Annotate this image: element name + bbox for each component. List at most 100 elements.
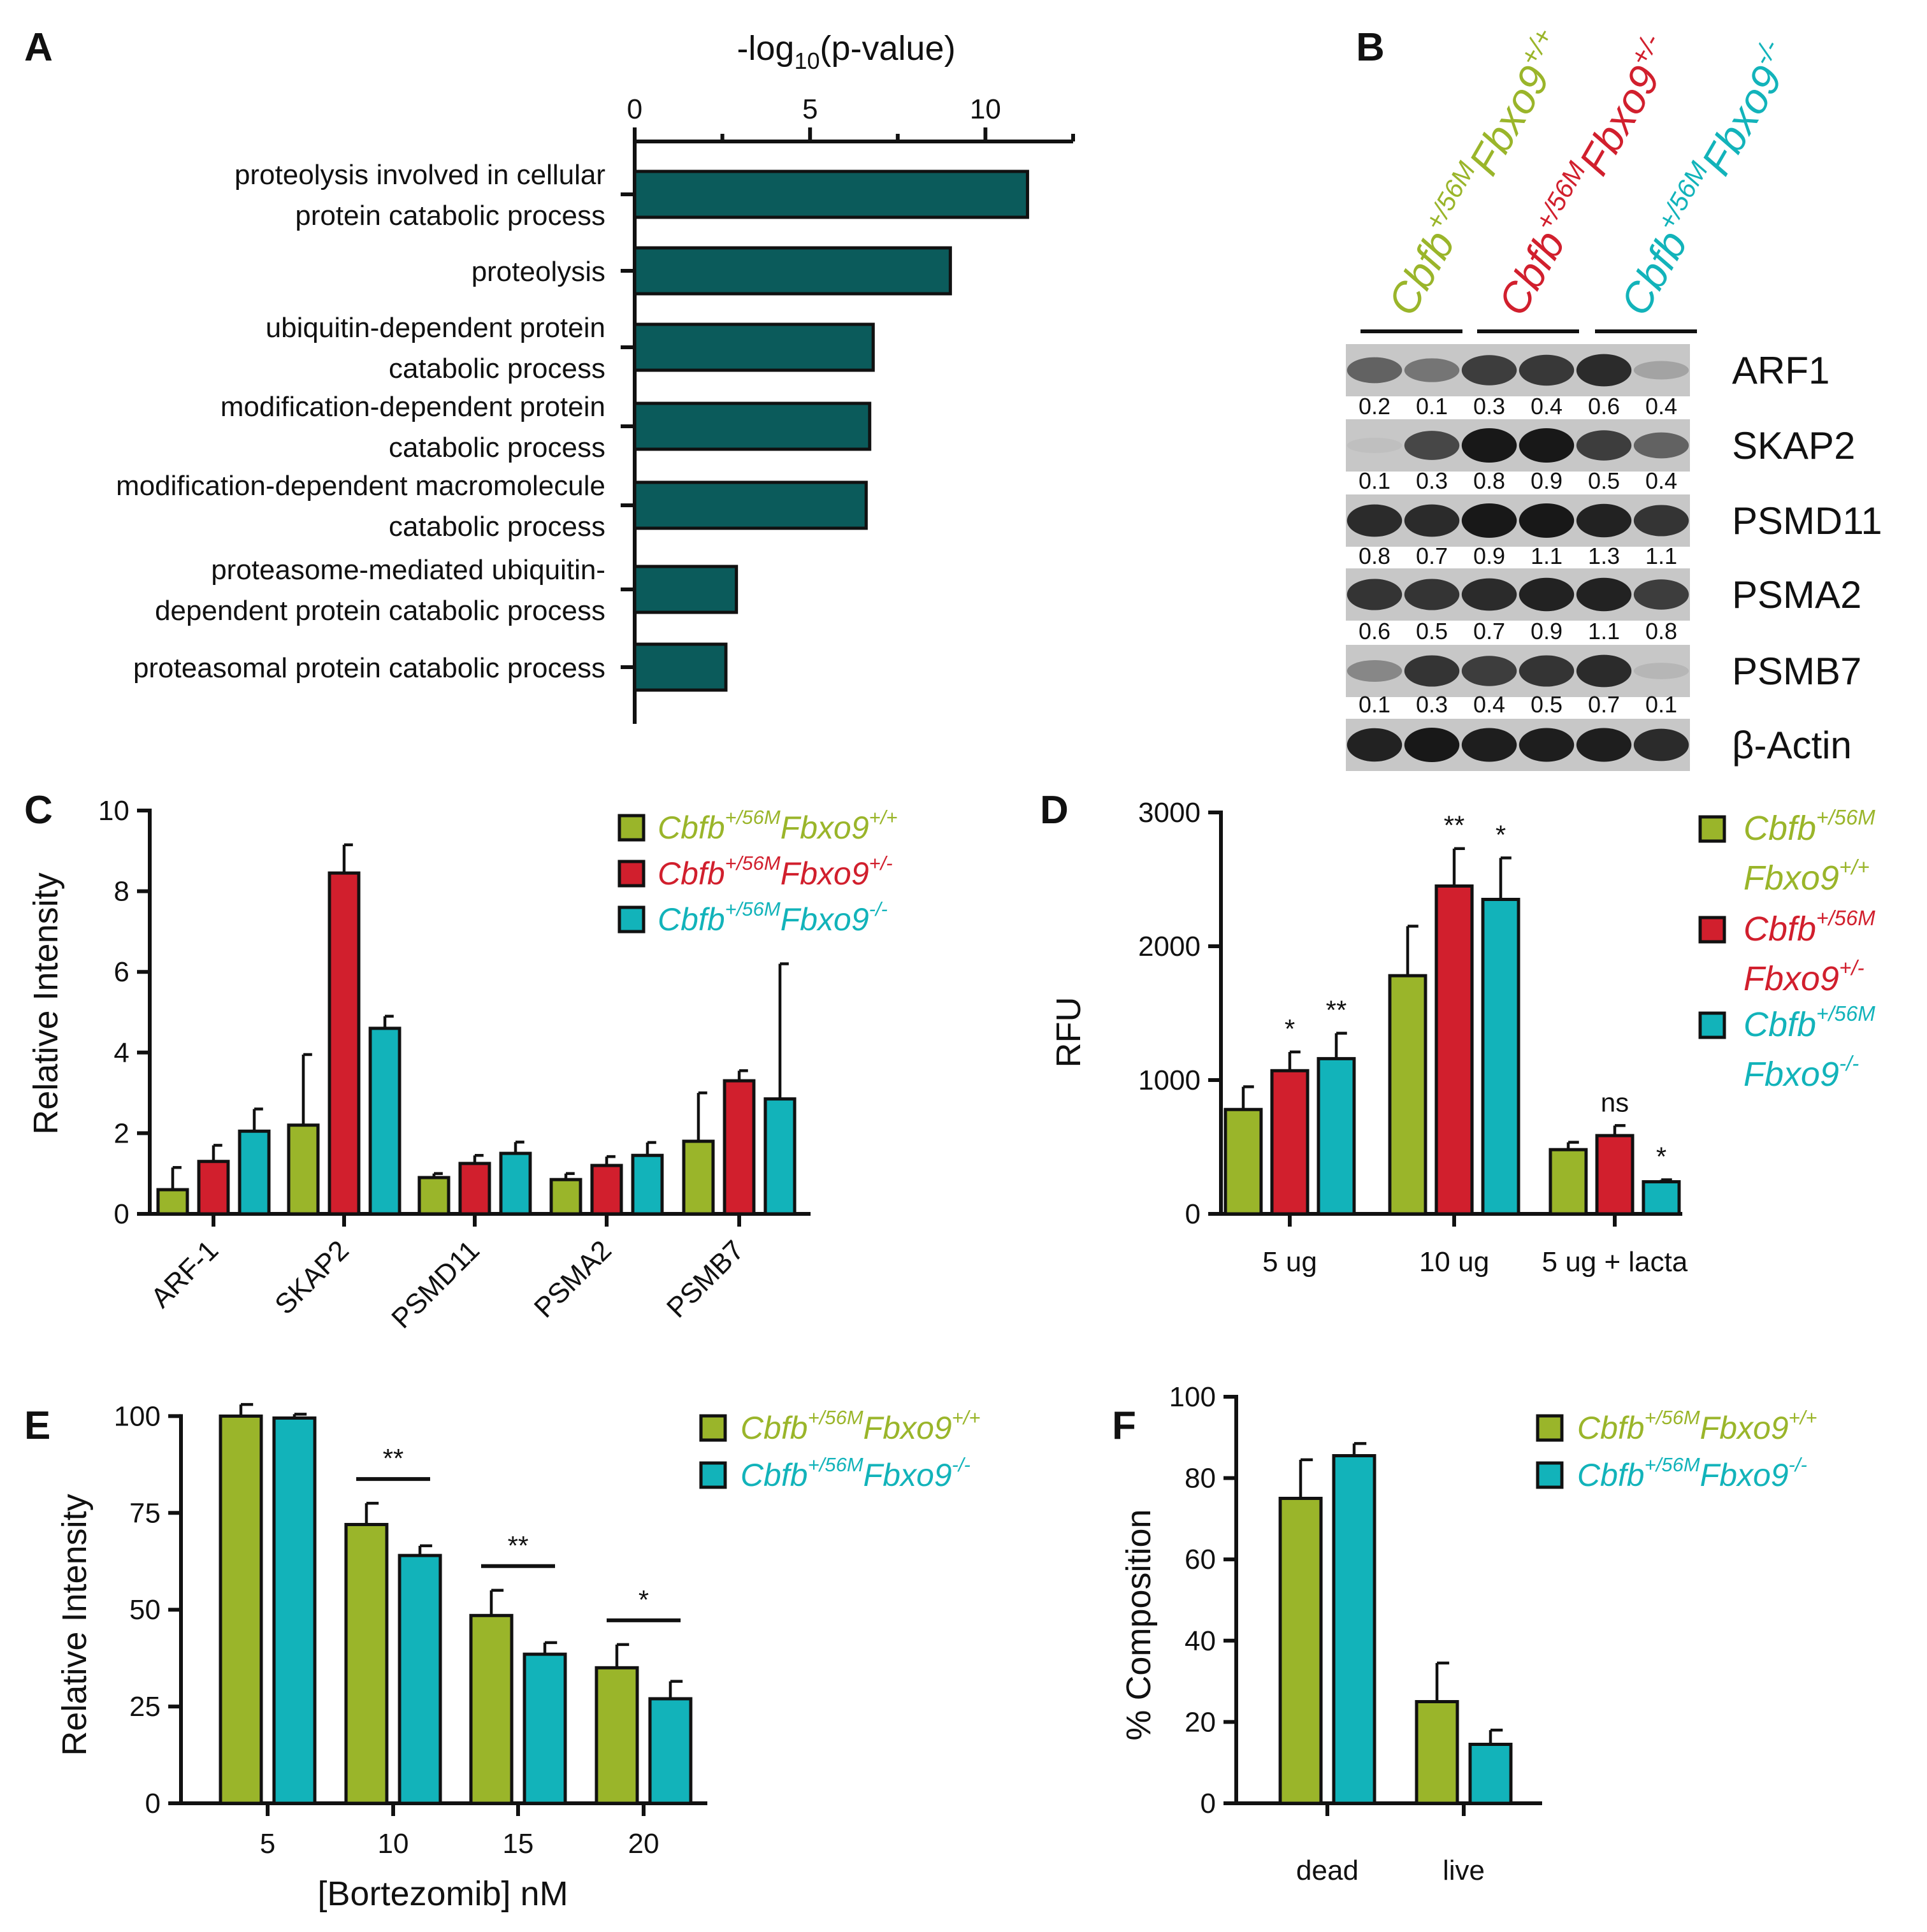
blot-band (1346, 504, 1403, 537)
x-tick-label: 5 (260, 1828, 275, 1859)
bar (328, 871, 361, 1216)
comparison-label: * (639, 1585, 649, 1615)
blot-quant: 0.1 (1416, 393, 1448, 419)
panel-letter-f: F (1112, 1404, 1136, 1448)
blot-quant: 0.4 (1645, 393, 1677, 419)
legend-label-base: Cbfb (658, 902, 725, 937)
panel-letter-a: A (24, 25, 53, 69)
legend-swatch (1536, 1414, 1564, 1442)
blot-quant: 0.3 (1416, 691, 1448, 717)
blot-quant: 0.5 (1416, 618, 1448, 644)
blot-band (1519, 655, 1575, 687)
x-tick-label: 5 ug (1262, 1246, 1317, 1278)
x-tick-label: dead (1296, 1855, 1359, 1886)
blot-quant: 0.8 (1473, 468, 1505, 494)
legend-label: Cbfb+/56MFbxo9+/- (658, 852, 893, 891)
bar (633, 401, 872, 451)
blot-quant: 0.7 (1416, 543, 1448, 569)
legend-label-base: Cbfb (1577, 1410, 1645, 1446)
blot-quant: 0.4 (1645, 468, 1677, 494)
blot-quant: 0.1 (1645, 691, 1677, 717)
blot-band (1404, 579, 1460, 610)
category-label: catabolic process (389, 353, 605, 384)
lane-header-text-base: Cbfb (1378, 222, 1464, 323)
bar (1270, 1069, 1310, 1216)
blot-band (1576, 728, 1632, 762)
axis-title-rest: (p-value) (820, 29, 956, 68)
blot-quant: 1.1 (1588, 618, 1620, 644)
blot-band (1576, 354, 1632, 387)
y-axis-title: Relative Intensity (55, 1494, 94, 1755)
bar (523, 1652, 567, 1805)
blot-band (1576, 654, 1632, 688)
legend-label-gene: Fbxo9 (781, 810, 869, 846)
y-tick-label: 75 (129, 1497, 161, 1529)
bar (1388, 974, 1427, 1216)
legend-label-gene-sup: +/+ (869, 806, 898, 828)
category-label: proteasome-mediated ubiquitin- (211, 554, 605, 586)
blot-quant: 1.3 (1588, 543, 1620, 569)
y-tick-label: 25 (129, 1691, 161, 1722)
bar (1481, 898, 1520, 1216)
legend-label-gene-sup: -/- (952, 1453, 971, 1476)
x-tick-label: 10 (378, 1828, 409, 1859)
bar (723, 1079, 756, 1216)
bar (682, 1139, 715, 1216)
bar (549, 1178, 582, 1216)
legend-swatch (617, 860, 646, 888)
legend-label-base-sup: +/56M (1816, 906, 1875, 930)
x-tick-label: 20 (628, 1828, 660, 1859)
category-label: proteasomal protein catabolic process (133, 652, 605, 684)
blot-band (1519, 728, 1575, 762)
legend-swatch (617, 905, 646, 934)
category-label: catabolic process (389, 511, 605, 542)
blot-row-label: SKAP2 (1732, 424, 1855, 467)
legend-label-gene: Fbxo9 (863, 1410, 952, 1446)
blot-band (1346, 660, 1403, 682)
blot-row-label: β-Actin (1732, 724, 1852, 767)
y-tick-label: 0 (114, 1199, 129, 1230)
blot-quant: 0.4 (1473, 691, 1505, 717)
panel-e: E Relative Intensity 0 25 50 75 100 5 10 15 20 [Bor… (24, 1401, 980, 1913)
bar (344, 1523, 389, 1805)
legend-label-base-sup: +/56M (808, 1406, 863, 1429)
category-label: modification-dependent protein (220, 391, 605, 422)
legend-label-base-sup: +/56M (808, 1453, 863, 1476)
bar (368, 1027, 401, 1216)
blot-band (1461, 578, 1517, 611)
category-label: ubiquitin-dependent protein (266, 312, 605, 343)
bar (1278, 1497, 1323, 1805)
legend-label-gene-sup: +/+ (1839, 855, 1870, 879)
blot-band (1346, 438, 1403, 453)
bar (499, 1151, 532, 1216)
blot-strip (1346, 568, 1690, 621)
blot-quant: 1.1 (1531, 543, 1563, 569)
y-tick-label: 0 (1185, 1199, 1201, 1230)
y-tick-label: 80 (1185, 1463, 1216, 1494)
bar (633, 246, 952, 296)
legend-label-gene: Fbxo9 (781, 902, 869, 937)
bar (633, 169, 1029, 219)
bar (763, 1097, 797, 1216)
legend-swatch (1698, 815, 1726, 843)
bar (1468, 1742, 1513, 1805)
legend-label-base: Cbfb (1577, 1457, 1645, 1493)
lane-header-text-base: Cbfb (1611, 222, 1696, 323)
legend-label-base: Cbfb (1743, 910, 1816, 948)
blot-band (1404, 727, 1460, 763)
blot-quant: 0.3 (1416, 468, 1448, 494)
legend-label-base: Cbfb (658, 810, 725, 846)
blot-strip (1346, 494, 1690, 547)
bar (469, 1613, 514, 1805)
legend-label-gene-sup: +/- (1839, 956, 1864, 979)
legend-label-gene: Fbxo9 (1700, 1410, 1789, 1446)
category-label: protein catabolic process (295, 200, 605, 231)
legend-label-base: Cbfb (658, 856, 725, 891)
legend-label: Cbfb+/56MFbxo9-/- (658, 898, 888, 937)
blot-band (1519, 428, 1575, 463)
legend-label-gene: Fbxo9 (1700, 1457, 1789, 1493)
blot-quant: 0.1 (1359, 691, 1390, 717)
